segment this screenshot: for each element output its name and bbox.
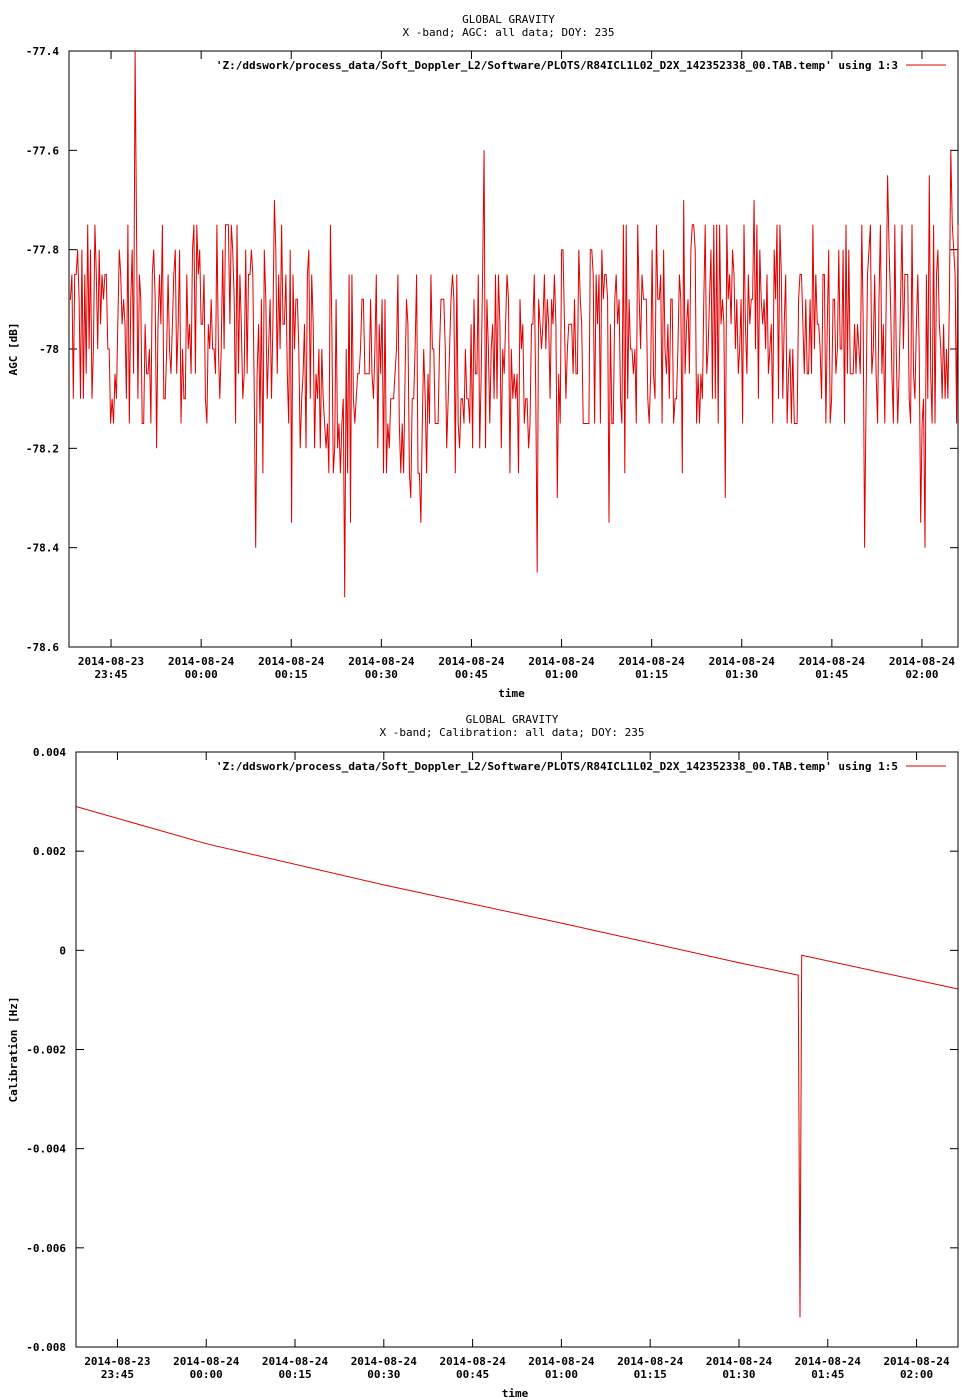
x-tick-label-date: 2014-08-24 bbox=[528, 1355, 595, 1368]
x-tick-label-date: 2014-08-24 bbox=[258, 655, 325, 668]
y-tick-label: 0 bbox=[59, 944, 66, 957]
y-tick-label: -0.006 bbox=[26, 1242, 66, 1255]
y-tick-label: -0.002 bbox=[26, 1044, 66, 1057]
x-axis-label: time bbox=[502, 1387, 529, 1400]
x-tick-label-time: 01:45 bbox=[811, 1368, 844, 1381]
x-tick-label-date: 2014-08-24 bbox=[795, 1355, 862, 1368]
y-tick-label: -0.008 bbox=[26, 1341, 66, 1354]
x-tick-label-time: 02:00 bbox=[905, 668, 938, 681]
y-tick-label: -78.2 bbox=[26, 442, 59, 455]
x-tick-label-time: 00:45 bbox=[455, 668, 488, 681]
x-tick-label-date: 2014-08-24 bbox=[348, 655, 415, 668]
x-tick-label-time: 01:00 bbox=[545, 1368, 578, 1381]
y-tick-label: -77.4 bbox=[26, 45, 59, 58]
x-tick-label-date: 2014-08-24 bbox=[168, 655, 235, 668]
y-tick-label: -77.8 bbox=[26, 244, 59, 257]
legend-label: 'Z:/ddswork/process_data/Soft_Doppler_L2… bbox=[216, 59, 898, 72]
x-tick-label-date: 2014-08-24 bbox=[351, 1355, 418, 1368]
x-tick-label-time: 02:00 bbox=[900, 1368, 933, 1381]
x-tick-label-date: 2014-08-24 bbox=[799, 655, 866, 668]
x-tick-label-time: 00:15 bbox=[275, 668, 308, 681]
chart-title: GLOBAL GRAVITY bbox=[462, 13, 555, 26]
x-tick-label-time: 01:00 bbox=[545, 668, 578, 681]
x-tick-label-date: 2014-08-23 bbox=[78, 655, 144, 668]
y-tick-label: -77.6 bbox=[26, 144, 59, 157]
plot-frame bbox=[75, 751, 959, 1348]
y-tick-label: -78 bbox=[39, 343, 59, 356]
x-tick-label-time: 00:00 bbox=[190, 1368, 223, 1381]
y-axis-label: AGC [dB] bbox=[7, 323, 20, 376]
chart-subtitle: X -band; Calibration: all data; DOY: 235 bbox=[380, 726, 645, 739]
y-tick-label: -0.004 bbox=[26, 1143, 66, 1156]
x-tick-label-date: 2014-08-24 bbox=[173, 1355, 240, 1368]
chart-title: GLOBAL GRAVITY bbox=[466, 713, 559, 726]
x-tick-label-time: 01:30 bbox=[722, 1368, 755, 1381]
x-tick-label-date: 2014-08-24 bbox=[889, 655, 956, 668]
series-line bbox=[69, 50, 959, 598]
series-line bbox=[75, 806, 959, 1318]
x-tick-label-date: 2014-08-24 bbox=[883, 1355, 950, 1368]
x-tick-label-date: 2014-08-23 bbox=[84, 1355, 150, 1368]
x-tick-label-time: 01:30 bbox=[725, 668, 758, 681]
x-tick-label-date: 2014-08-24 bbox=[706, 1355, 773, 1368]
legend-label: 'Z:/ddswork/process_data/Soft_Doppler_L2… bbox=[216, 760, 898, 773]
chart-subtitle: X -band; AGC: all data; DOY: 235 bbox=[403, 26, 615, 39]
x-tick-label-date: 2014-08-24 bbox=[619, 655, 686, 668]
y-tick-label: -78.4 bbox=[26, 542, 59, 555]
x-tick-label-date: 2014-08-24 bbox=[709, 655, 776, 668]
x-tick-label-date: 2014-08-24 bbox=[438, 655, 505, 668]
x-tick-label-time: 23:45 bbox=[94, 668, 127, 681]
x-tick-label-date: 2014-08-24 bbox=[262, 1355, 329, 1368]
x-tick-label-time: 01:45 bbox=[815, 668, 848, 681]
x-tick-label-date: 2014-08-24 bbox=[617, 1355, 684, 1368]
x-tick-label-date: 2014-08-24 bbox=[528, 655, 595, 668]
x-tick-label-time: 00:00 bbox=[185, 668, 218, 681]
x-tick-label-time: 23:45 bbox=[101, 1368, 134, 1381]
x-tick-label-date: 2014-08-24 bbox=[439, 1355, 506, 1368]
y-axis-label: Calibration [Hz] bbox=[7, 997, 20, 1103]
y-tick-label: 0.002 bbox=[33, 845, 66, 858]
x-axis-label: time bbox=[498, 687, 525, 700]
x-tick-label-time: 00:45 bbox=[456, 1368, 489, 1381]
x-tick-label-time: 00:30 bbox=[367, 1368, 400, 1381]
x-tick-label-time: 00:30 bbox=[365, 668, 398, 681]
x-tick-label-time: 00:15 bbox=[278, 1368, 311, 1381]
x-tick-label-time: 01:15 bbox=[635, 668, 668, 681]
y-tick-label: 0.004 bbox=[33, 746, 66, 759]
x-tick-label-time: 01:15 bbox=[634, 1368, 667, 1381]
y-tick-label: -78.6 bbox=[26, 641, 59, 654]
